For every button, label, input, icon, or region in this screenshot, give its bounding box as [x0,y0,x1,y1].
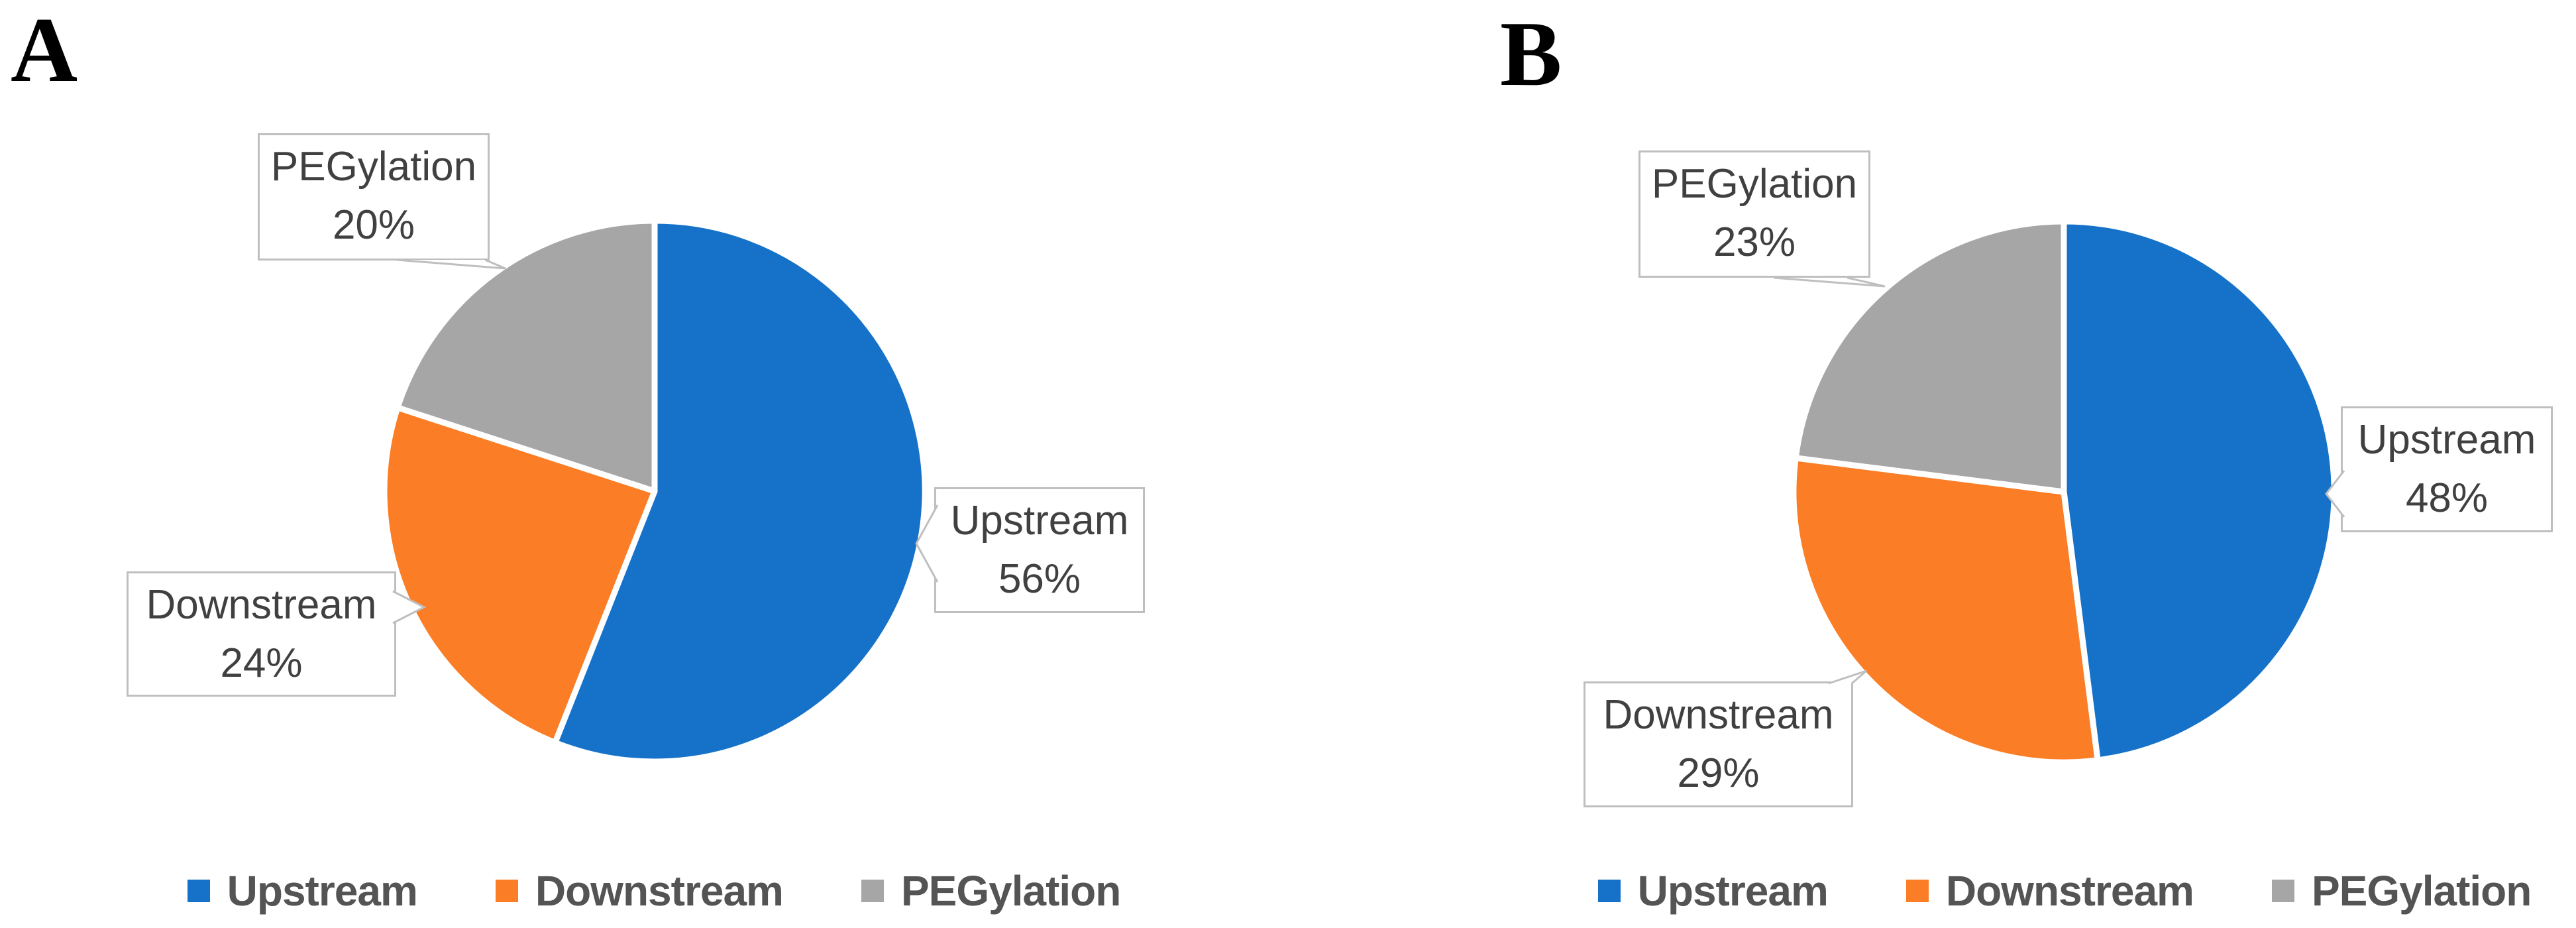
callout-category-label: Downstream [1603,692,1834,738]
callout-percent-label: 23% [1713,219,1796,265]
legend-marker-upstream [1597,880,1621,902]
pie-slice-downstream [1790,455,2101,766]
panel-a-letter: A [11,0,78,101]
callout-percent-label: 56% [998,556,1081,602]
callout-upstream-b: Upstream 48% [2341,406,2553,532]
legend-item-pegylation: PEGylation [2271,866,2532,915]
legend-marker-downstream [495,880,518,902]
callout-category-label: Downstream [146,582,377,628]
panel-b-letter: B [1500,3,1562,105]
pie-slice-pegylation [394,217,658,494]
callout-downstream-a: Downstream 24% [127,571,396,697]
pie-chart-a [384,217,926,762]
legend-label-pegylation: PEGylation [900,867,1121,915]
legend-label-downstream: Downstream [1945,867,2194,915]
legend-marker-pegylation [2271,880,2294,902]
legend-label-upstream: Upstream [1637,867,1829,915]
callout-percent-label: 24% [220,640,303,686]
legend-item-downstream: Downstream [1905,866,2194,915]
legend-label-upstream: Upstream [227,867,418,915]
callout-downstream-b: Downstream 29% [1583,681,1853,807]
legend-item-downstream: Downstream [495,866,784,915]
callout-pegylation-a: PEGylation 20% [258,133,490,261]
legend-item-upstream: Upstream [187,866,418,915]
legend-marker-pegylation [861,880,884,902]
callout-pegylation-b: PEGylation 23% [1638,150,1870,278]
callout-category-label: PEGylation [270,144,477,190]
callout-upstream-a: Upstream 56% [934,487,1145,613]
legend-a: Upstream Downstream PEGylation [20,856,1288,925]
pie-slice-pegylation [1792,218,2067,495]
callout-category-label: PEGylation [1651,161,1858,207]
panel-a: A PEGylation 20% Upstream 56% Downstream… [11,0,1288,925]
legend-marker-downstream [1905,880,1929,902]
legend-label-downstream: Downstream [535,867,784,915]
legend-b: Upstream Downstream PEGylation [1553,856,2576,925]
callout-percent-label: 48% [2405,475,2489,521]
callout-category-label: Upstream [2357,417,2536,463]
legend-item-upstream: Upstream [1597,866,1829,915]
callout-percent-label: 29% [1677,750,1760,796]
legend-marker-upstream [187,880,210,902]
panel-b: B PEGylation 23% Upstream 48% Downstream… [1288,0,2576,928]
callout-percent-label: 20% [332,202,415,248]
legend-item-pegylation: PEGylation [861,866,1121,915]
pie-slice-upstream [2061,218,2337,764]
legend-label-pegylation: PEGylation [2311,867,2532,915]
callout-category-label: Upstream [950,498,1129,544]
